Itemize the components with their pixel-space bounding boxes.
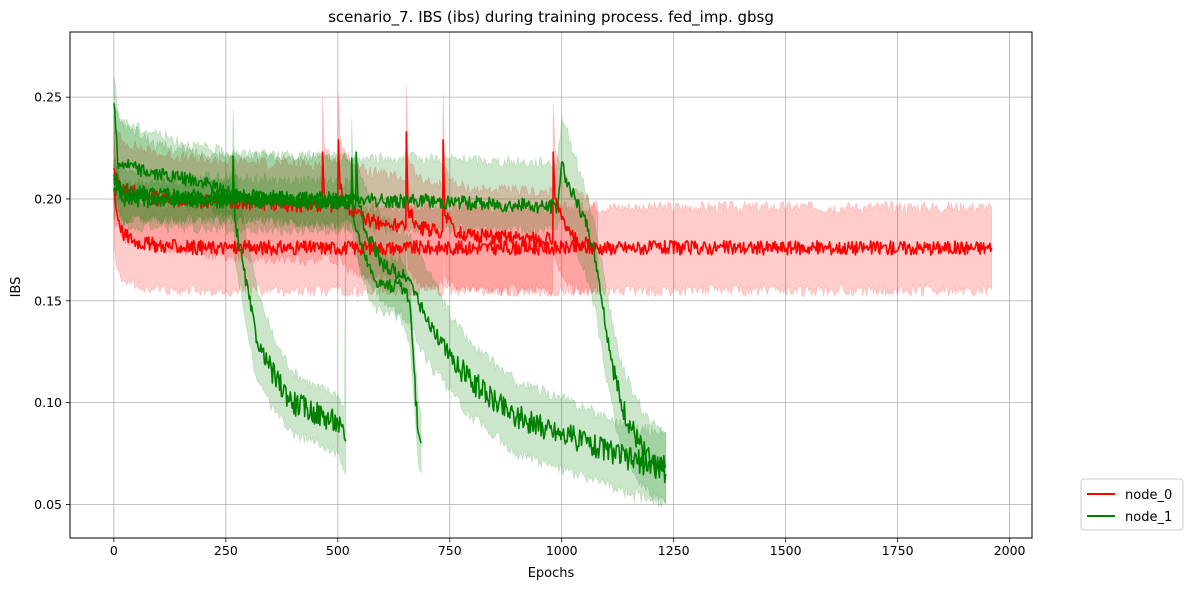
legend-label-node-0: node_0 [1125,488,1172,503]
line-node-0-run-0 [113,188,993,256]
y-axis-label: IBS [9,277,24,298]
x-tick-label: 0 [110,543,118,558]
line-node-1-run-3 [113,103,667,484]
y-axis: 0.05 0.10 0.15 0.20 0.25 [34,90,70,512]
x-tick-label: 500 [326,543,350,558]
x-axis-label: Epochs [528,566,575,581]
line-layer [113,103,993,484]
legend: node_0 node_1 [1080,478,1184,531]
legend-box [1080,478,1184,531]
x-tick-label: 250 [214,543,238,558]
plot-frame [69,31,1033,539]
legend-label-node-1: node_1 [1125,510,1172,525]
y-tick-label: 0.10 [34,395,62,410]
y-tick-label: 0.05 [34,497,62,512]
y-tick-label: 0.25 [34,90,62,105]
y-tick-label: 0.20 [34,191,62,206]
line-node-1-run-2 [113,151,667,479]
x-tick-label: 1000 [546,543,578,558]
x-axis: 0 250 500 750 1000 1250 1500 1750 2000 [110,538,1026,558]
band-node-1-run-3 [113,76,667,505]
grid [70,32,1032,538]
plot-area [113,76,993,509]
x-tick-label: 1750 [882,543,914,558]
x-tick-label: 1250 [658,543,690,558]
x-tick-label: 1500 [770,543,802,558]
x-tick-label: 750 [438,543,462,558]
x-tick-label: 2000 [994,543,1026,558]
chart-title: scenario_7. IBS (ibs) during training pr… [328,8,774,27]
y-tick-label: 0.15 [34,293,62,308]
